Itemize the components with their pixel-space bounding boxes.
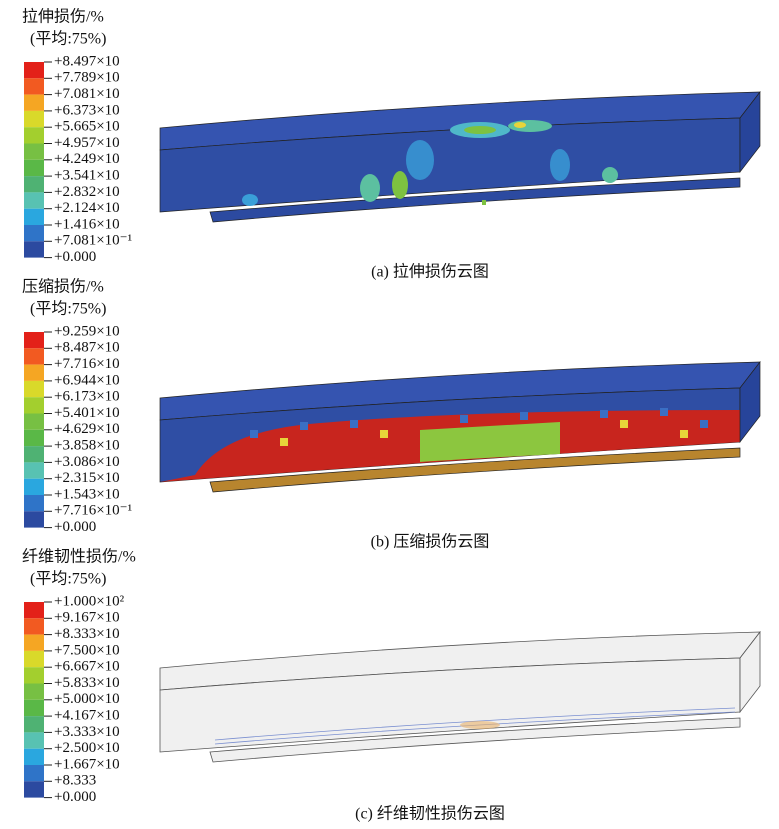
legend-subtitle: (平均:75%) [30,30,106,48]
legend-label: +6.173×10 [54,389,120,405]
legend-swatch [24,716,44,732]
legend-label: +8.487×10 [54,340,120,356]
legend-swatch [24,78,44,94]
legend-label: +5.401×10 [54,405,120,421]
legend-title: 压缩损伤/% [22,278,104,296]
legend-label: +9.259×10 [54,323,120,339]
legend-label: +4.249×10 [54,151,120,167]
legend-swatch [24,381,44,397]
legend-swatch [24,95,44,111]
legend-label: +2.832×10 [54,184,120,200]
legend-label: +2.315×10 [54,470,120,486]
legend-swatch [24,414,44,430]
legend-swatch [24,732,44,748]
legend-label: +5.833×10 [54,675,120,691]
legend-label: +0.000 [54,789,96,805]
legend-swatch [24,479,44,495]
legend-swatch [24,176,44,192]
legend-title: 拉伸损伤/% [22,8,104,26]
legend-swatch [24,241,44,257]
caption: (a) 拉伸损伤云图 [371,263,489,281]
legend-swatch [24,127,44,143]
legend-label: +4.629×10 [54,421,120,437]
legend-subtitle: (平均:75%) [30,570,106,588]
legend-swatch [24,749,44,765]
legend-swatch [24,209,44,225]
legend-title: 纤维韧性损伤/% [22,548,136,566]
legend-label: +7.081×10 [54,86,120,102]
legend-label: +0.000 [54,519,96,535]
legend-swatch [24,446,44,462]
legend-swatch [24,430,44,446]
legend-swatch [24,111,44,127]
legend-label: +1.416×10 [54,216,120,232]
legend-label: +8.497×10 [54,53,120,69]
legend-label: +3.333×10 [54,724,120,740]
legend-label: +8.333×10 [54,626,120,642]
caption: (b) 压缩损伤云图 [371,533,490,551]
legend-swatch [24,332,44,348]
legend-swatch [24,160,44,176]
legend-label: +6.373×10 [54,102,120,118]
beam-a [160,92,760,222]
legend-swatch [24,495,44,511]
legend-label: +6.944×10 [54,372,120,388]
legend-label: +7.081×10⁻¹ [54,233,132,249]
legend-swatch [24,365,44,381]
figure: 拉伸损伤/%(平均:75%)+8.497×10+7.789×10+7.081×1… [0,0,779,829]
legend-label: +3.858×10 [54,438,120,454]
legend-label: +0.000 [54,249,96,265]
legend-swatch [24,667,44,683]
legend-label: +7.789×10 [54,70,120,86]
legend-label: +1.000×10² [54,593,125,609]
legend-swatch [24,348,44,364]
legend-swatch [24,765,44,781]
page: 拉伸损伤/%(平均:75%)+8.497×10+7.789×10+7.081×1… [0,0,779,829]
legend-label: +7.500×10 [54,642,120,658]
beam-b [160,362,760,492]
legend-label: +3.541×10 [54,168,120,184]
legend-label: +6.667×10 [54,659,120,675]
caption: (c) 纤维韧性损伤云图 [355,805,505,823]
legend-label: +3.086×10 [54,454,120,470]
legend-swatch [24,700,44,716]
legend-swatch [24,511,44,527]
legend-label: +7.716×10⁻¹ [54,503,132,519]
legend-swatch [24,62,44,78]
legend-label: +8.333 [54,773,96,789]
legend-swatch [24,635,44,651]
legend-subtitle: (平均:75%) [30,300,106,318]
legend-label: +2.500×10 [54,740,120,756]
legend-swatch [24,192,44,208]
legend-label: +7.716×10 [54,356,120,372]
legend-swatch [24,144,44,160]
legend-swatch [24,462,44,478]
legend-swatch [24,781,44,797]
legend-swatch [24,602,44,618]
beam-c [160,632,760,762]
legend-label: +5.665×10 [54,119,120,135]
legend-label: +1.543×10 [54,486,120,502]
legend-swatch [24,618,44,634]
legend-label: +5.000×10 [54,691,120,707]
legend-swatch [24,651,44,667]
legend-label: +9.167×10 [54,610,120,626]
legend-swatch [24,225,44,241]
legend-swatch [24,397,44,413]
legend-label: +1.667×10 [54,756,120,772]
legend-label: +4.167×10 [54,708,120,724]
legend-label: +4.957×10 [54,135,120,151]
legend-swatch [24,684,44,700]
legend-label: +2.124×10 [54,200,120,216]
